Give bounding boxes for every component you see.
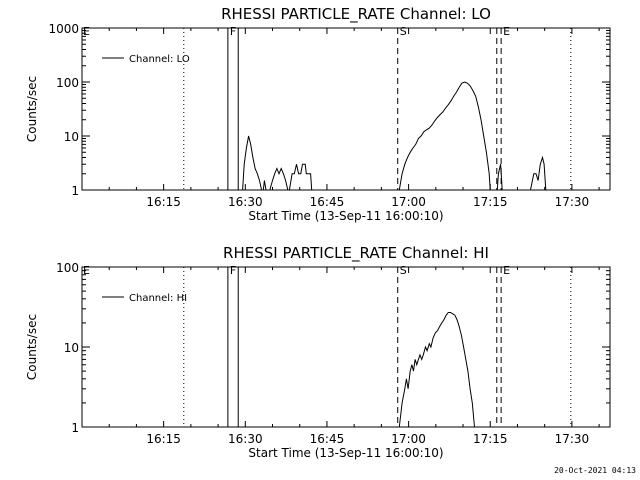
y-axis-label: Counts/sec [25,314,39,380]
x-tick-label: 17:15 [473,432,508,446]
x-tick-label: 16:30 [228,432,263,446]
marker-label-s: S [400,264,407,277]
series-line-segment [269,167,289,191]
series-line-segment [262,180,267,191]
series-line-segment [288,163,313,191]
series-line-segment [398,312,475,428]
x-tick-label: 17:00 [391,432,426,446]
marker-label-f: F [230,25,236,38]
x-tick-label: 16:15 [146,195,181,209]
x-axis-label: Start Time (13-Sep-11 16:00:10) [248,446,443,460]
marker-label-s: S [400,25,407,38]
chart-title: RHESSI PARTICLE_RATE Channel: HI [223,244,489,263]
x-tick-label: 17:00 [391,195,426,209]
y-tick-label: 1 [71,421,79,435]
marker-label-e: E [503,25,510,38]
y-tick-label: 100 [56,76,79,90]
plot-frame [81,27,611,191]
chart-title: RHESSI PARTICLE_RATE Channel: LO [221,5,491,24]
x-tick-label: 17:30 [555,195,590,209]
footer-timestamp: 20-Oct-2021 04:13 [554,466,636,475]
series-line-segment [530,155,547,191]
chart-panel-0 [81,27,611,191]
chart-panel-1 [81,266,611,428]
series-line-segment [496,164,503,191]
x-tick-label: 17:15 [473,195,508,209]
plot-frame [81,266,611,428]
legend-label: Channel: HI [129,293,187,304]
y-tick-label: 100 [56,261,79,275]
marker-label-f: F [230,264,236,277]
y-tick-label: 10 [64,341,79,355]
x-tick-label: 16:15 [146,432,181,446]
x-tick-label: 16:30 [228,195,263,209]
series-line-segment [242,135,263,191]
y-tick-label: 1 [71,184,79,198]
x-tick-label: 17:30 [555,432,590,446]
corner-marker-label: E [83,264,90,277]
x-tick-label: 16:45 [310,195,345,209]
legend-label: Channel: LO [129,54,190,65]
x-tick-label: 16:45 [310,432,345,446]
marker-label-e: E [503,264,510,277]
corner-marker-label: E [83,25,90,38]
y-tick-label: 1000 [48,22,79,36]
x-axis-label: Start Time (13-Sep-11 16:00:10) [248,209,443,223]
series-line-segment [398,81,491,191]
y-axis-label: Counts/sec [25,76,39,142]
y-tick-label: 10 [64,130,79,144]
